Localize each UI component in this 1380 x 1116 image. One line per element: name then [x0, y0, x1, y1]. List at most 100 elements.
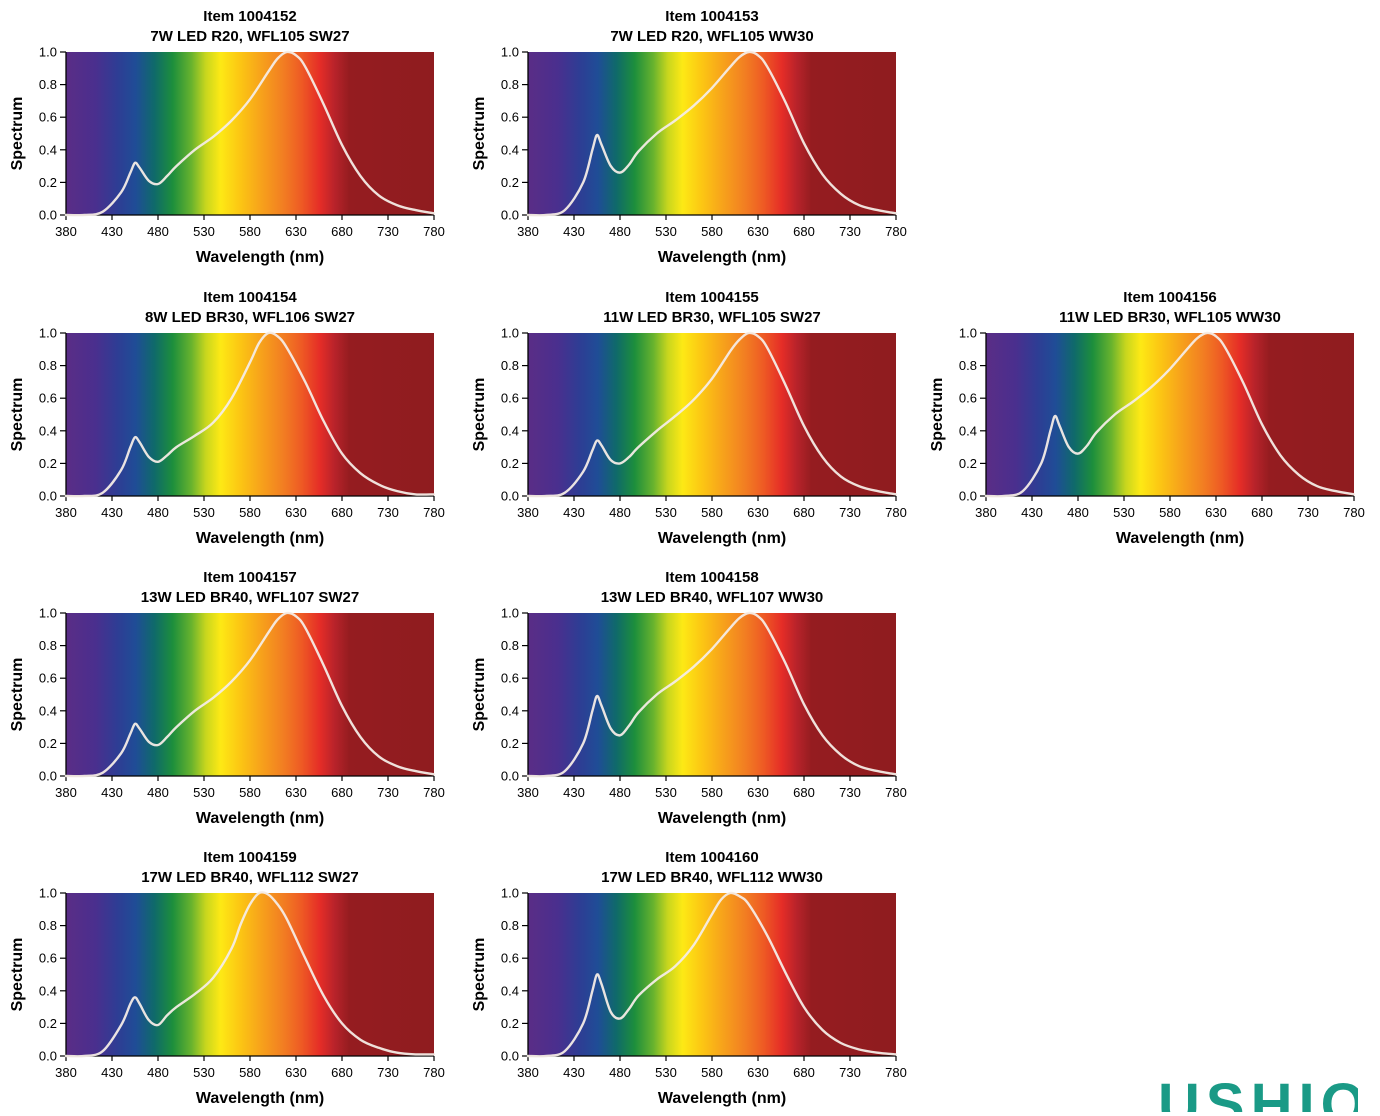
x-tick-label: 430: [563, 224, 585, 239]
brand-logo-text: USHIO: [1158, 1076, 1358, 1112]
y-tick-label: 1.0: [501, 886, 519, 901]
x-tick-label: 630: [1205, 505, 1227, 520]
chart-subtitle: 8W LED BR30, WFL106 SW27: [145, 309, 355, 326]
chart-subtitle: 11W LED BR30, WFL105 WW30: [1059, 309, 1281, 326]
x-tick-label: 730: [839, 505, 861, 520]
x-tick-label: 730: [377, 1065, 399, 1080]
x-tick-label: 530: [655, 785, 677, 800]
y-tick-label: 0.8: [39, 638, 57, 653]
x-tick-label: 780: [423, 1065, 445, 1080]
spectrum-panel-1004160: Item 1004160 17W LED BR40, WFL112 WW30 0.0…: [462, 841, 922, 1116]
x-tick-label: 480: [147, 505, 169, 520]
y-tick-label: 0.4: [39, 142, 57, 157]
spectrum-panel-1004157: Item 1004157 13W LED BR40, WFL107 SW27 0.0…: [0, 561, 460, 836]
brand-logo: USHIO: [1158, 1076, 1358, 1112]
y-tick-label: 0.4: [501, 703, 519, 718]
x-tick-label: 380: [517, 1065, 539, 1080]
y-tick-label: 0.0: [501, 208, 519, 223]
x-tick-label: 430: [563, 505, 585, 520]
chart-title: Item 1004158: [665, 569, 758, 586]
chart-svg: Item 1004155 11W LED BR30, WFL105 SW27 0.0…: [471, 289, 907, 547]
chart-subtitle: 17W LED BR40, WFL112 SW27: [141, 869, 359, 886]
chart-subtitle: 11W LED BR30, WFL105 SW27: [603, 309, 821, 326]
x-tick-label: 630: [747, 505, 769, 520]
x-tick-label: 680: [331, 785, 353, 800]
x-tick-label: 530: [193, 1065, 215, 1080]
x-tick-label: 730: [839, 1065, 861, 1080]
spectrum-background: [528, 333, 896, 496]
y-tick-label: 0.6: [501, 951, 519, 966]
x-tick-label: 380: [975, 505, 997, 520]
y-tick-label: 1.0: [501, 45, 519, 60]
x-axis-label: Wavelength (nm): [658, 810, 786, 827]
chart-svg: Item 1004158 13W LED BR40, WFL107 WW30 0.0…: [471, 569, 907, 827]
spectrum-background: [986, 333, 1354, 496]
x-tick-label: 480: [609, 785, 631, 800]
chart-svg: Item 1004152 7W LED R20, WFL105 SW27 0.0 0.…: [9, 8, 445, 266]
y-tick-label: 0.0: [501, 1049, 519, 1064]
x-axis-label: Wavelength (nm): [658, 530, 786, 547]
y-tick-label: 0.2: [501, 456, 519, 471]
y-axis-label: Spectrum: [471, 658, 488, 732]
y-tick-label: 0.0: [501, 489, 519, 504]
x-tick-label: 380: [55, 1065, 77, 1080]
spectrum-panel-1004155: Item 1004155 11W LED BR30, WFL105 SW27 0.0…: [462, 281, 922, 556]
x-tick-label: 480: [609, 505, 631, 520]
x-tick-label: 380: [517, 505, 539, 520]
x-tick-label: 780: [423, 505, 445, 520]
spectrum-curve: [526, 331, 898, 498]
x-tick-label: 580: [239, 785, 261, 800]
x-tick-label: 730: [1297, 505, 1319, 520]
chart-svg: Item 1004159 17W LED BR40, WFL112 SW27 0.0…: [9, 849, 445, 1107]
x-tick-label: 530: [655, 505, 677, 520]
x-tick-label: 730: [377, 785, 399, 800]
chart-title: Item 1004159: [203, 849, 296, 866]
x-tick-label: 580: [239, 1065, 261, 1080]
y-axis-label: Spectrum: [471, 97, 488, 171]
x-tick-label: 680: [331, 224, 353, 239]
y-tick-label: 0.8: [39, 77, 57, 92]
y-tick-label: 1.0: [39, 45, 57, 60]
x-tick-label: 530: [1113, 505, 1135, 520]
y-tick-label: 0.4: [39, 703, 57, 718]
spectrum-curve: [526, 891, 898, 1058]
x-tick-label: 730: [377, 224, 399, 239]
y-tick-label: 0.4: [39, 983, 57, 998]
x-tick-label: 780: [423, 785, 445, 800]
x-tick-label: 380: [55, 224, 77, 239]
chart-subtitle: 7W LED R20, WFL105 SW27: [150, 28, 349, 45]
y-tick-label: 0.6: [501, 391, 519, 406]
spectrum-curve: [984, 331, 1356, 498]
spectrum-background: [66, 613, 434, 776]
y-axis-label: Spectrum: [9, 378, 26, 452]
spectrum-panel-1004152: Item 1004152 7W LED R20, WFL105 SW27 0.0 0.…: [0, 0, 460, 275]
x-tick-label: 780: [885, 1065, 907, 1080]
x-tick-label: 780: [885, 505, 907, 520]
y-axis-label: Spectrum: [929, 378, 946, 452]
x-tick-label: 480: [147, 785, 169, 800]
chart-svg: Item 1004154 8W LED BR30, WFL106 SW27 0.0 0…: [9, 289, 445, 547]
y-tick-label: 0.4: [501, 142, 519, 157]
y-tick-label: 0.6: [39, 951, 57, 966]
x-tick-label: 730: [839, 224, 861, 239]
x-axis-label: Wavelength (nm): [658, 1090, 786, 1107]
y-tick-label: 0.4: [959, 423, 977, 438]
x-tick-label: 630: [285, 224, 307, 239]
chart-svg: Item 1004156 11W LED BR30, WFL105 WW30 0.0…: [929, 289, 1365, 547]
y-tick-label: 0.8: [39, 918, 57, 933]
chart-title: Item 1004157: [203, 569, 296, 586]
x-axis-label: Wavelength (nm): [1116, 530, 1244, 547]
spectrum-curve: [64, 331, 436, 498]
chart-svg: Item 1004157 13W LED BR40, WFL107 SW27 0.0…: [9, 569, 445, 827]
spectrum-curve: [64, 611, 436, 778]
x-tick-label: 580: [239, 224, 261, 239]
chart-title: Item 1004154: [203, 289, 297, 306]
x-tick-label: 580: [239, 505, 261, 520]
x-tick-label: 730: [377, 505, 399, 520]
spectrum-background: [66, 52, 434, 215]
x-tick-label: 630: [747, 785, 769, 800]
x-tick-label: 430: [101, 224, 123, 239]
spectrum-background: [66, 893, 434, 1056]
y-tick-label: 1.0: [39, 606, 57, 621]
